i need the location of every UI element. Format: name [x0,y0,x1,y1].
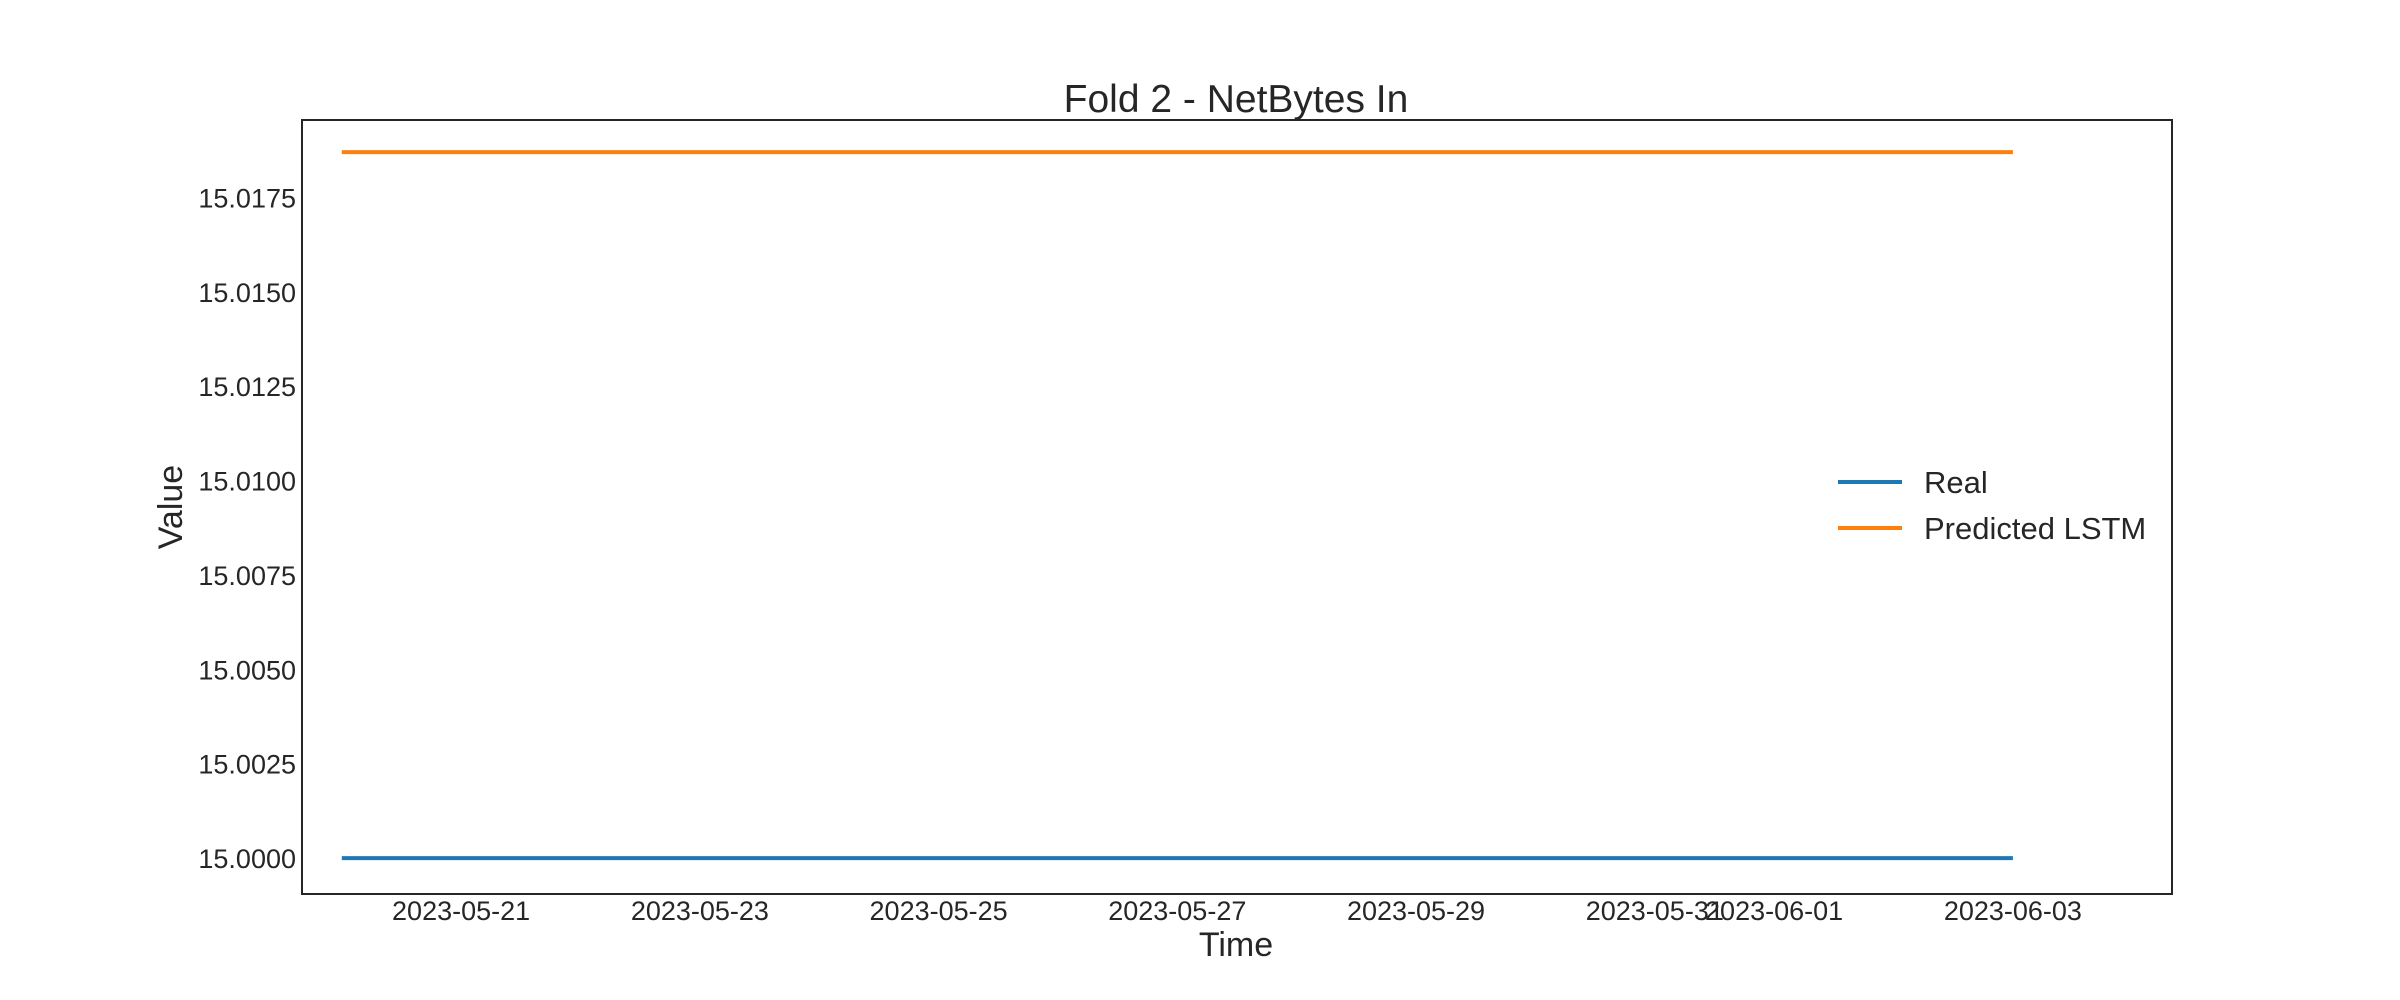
y-tick-label: 15.0100 [198,467,296,497]
y-tick-label: 15.0175 [198,183,296,213]
x-tick-label: 2023-05-31 [1586,896,1724,926]
x-axis-ticks: 2023-05-21 2023-05-23 2023-05-25 2023-05-27… [392,896,2082,926]
y-axis-label: Value [152,465,190,549]
x-tick-label: 2023-06-01 [1705,896,1843,926]
y-tick-label: 15.0050 [198,655,296,685]
x-tick-label: 2023-05-29 [1347,896,1485,926]
chart-legend: Real Predicted LSTM [1838,465,2146,546]
x-tick-label: 2023-05-27 [1108,896,1246,926]
series-layer [341,150,2013,861]
y-axis-ticks: 15.0000 15.0025 15.0050 15.0075 15.0100 15.01… [198,183,296,874]
y-tick-label: 15.0075 [198,561,296,591]
x-axis-label: Time [1199,926,1273,964]
chart-title: Fold 2 - NetBytes In [1064,78,1409,121]
y-tick-label: 15.0025 [198,750,296,780]
plot-area-frame [301,119,2173,895]
y-tick-label: 15.0000 [198,844,296,874]
x-tick-label: 2023-06-03 [1944,896,2082,926]
x-tick-label: 2023-05-23 [631,896,769,926]
legend-label-predicted-lstm: Predicted LSTM [1924,511,2146,546]
y-tick-label: 15.0125 [198,372,296,402]
legend-label-real: Real [1924,465,1988,500]
x-tick-label: 2023-05-25 [870,896,1008,926]
y-tick-label: 15.0150 [198,278,296,308]
x-tick-label: 2023-05-21 [392,896,530,926]
